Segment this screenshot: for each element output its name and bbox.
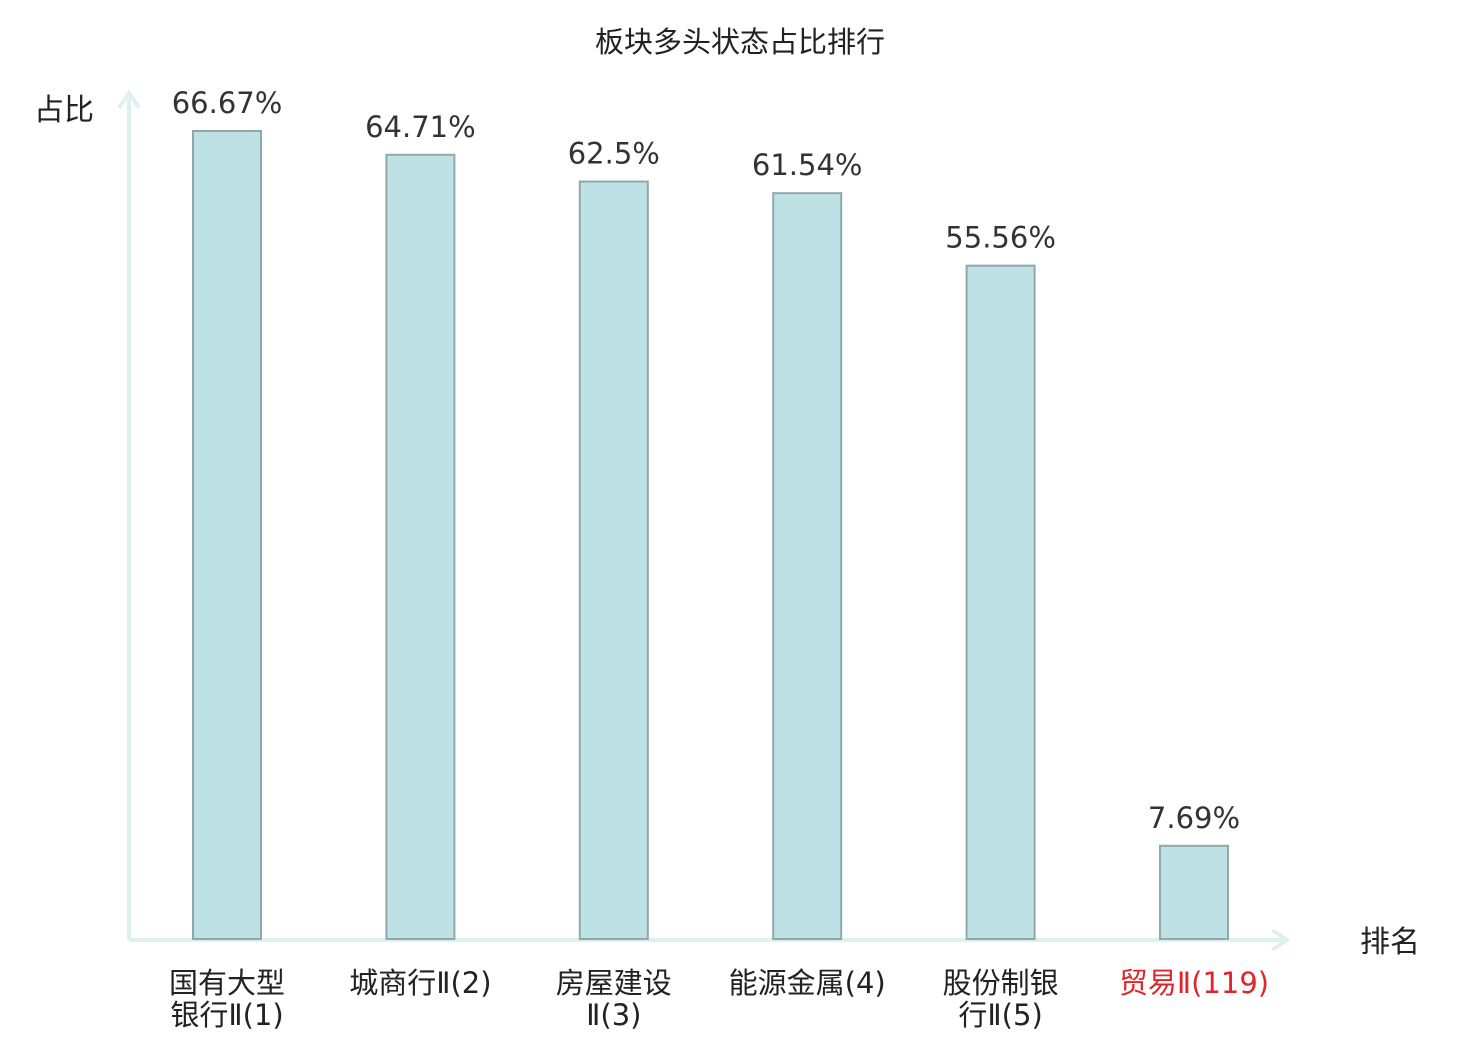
value-labels-group: 66.67% 64.71% 62.5% 61.54% 55.56% 7.69%: [172, 86, 1240, 835]
value-label-3: 62.5%: [568, 137, 660, 171]
y-axis-label: 占比: [34, 93, 94, 128]
value-label-6: 7.69%: [1148, 801, 1240, 835]
bars-group: [192, 130, 1229, 941]
category-labels-group: 国有大型银行Ⅱ(1) 城商行Ⅱ(2) 房屋建设 Ⅱ(3) 能源金属(4) 股份制银行Ⅱ(5…: [169, 966, 1269, 1032]
bar-5: [965, 264, 1036, 940]
value-label-2: 64.71%: [365, 110, 476, 144]
bar-3: [578, 180, 649, 940]
category-label-2: 城商行Ⅱ(2): [349, 966, 491, 1000]
x-axis-label: 排名: [1360, 925, 1420, 960]
x-axis-arrow: [1270, 928, 1291, 952]
category-label-1: 国有大型银行Ⅱ(1): [169, 966, 285, 1032]
bar-1: [192, 130, 262, 940]
category-label-4: 能源金属(4): [729, 966, 886, 1000]
chart-title: 板块多头状态占比排行: [595, 25, 885, 59]
value-label-1: 66.67%: [172, 86, 283, 120]
bar-4: [772, 192, 843, 940]
value-label-5: 55.56%: [945, 221, 1056, 255]
bar-2: [385, 153, 456, 940]
category-label-5: 股份制银行Ⅱ(5): [943, 966, 1059, 1032]
category-label-6: 贸易Ⅱ(119): [1119, 966, 1269, 1000]
category-label-3: 房屋建设 Ⅱ(3): [556, 966, 672, 1032]
y-axis-arrow: [117, 89, 141, 110]
bar-6: [1159, 844, 1229, 941]
value-label-4: 61.54%: [752, 148, 863, 182]
